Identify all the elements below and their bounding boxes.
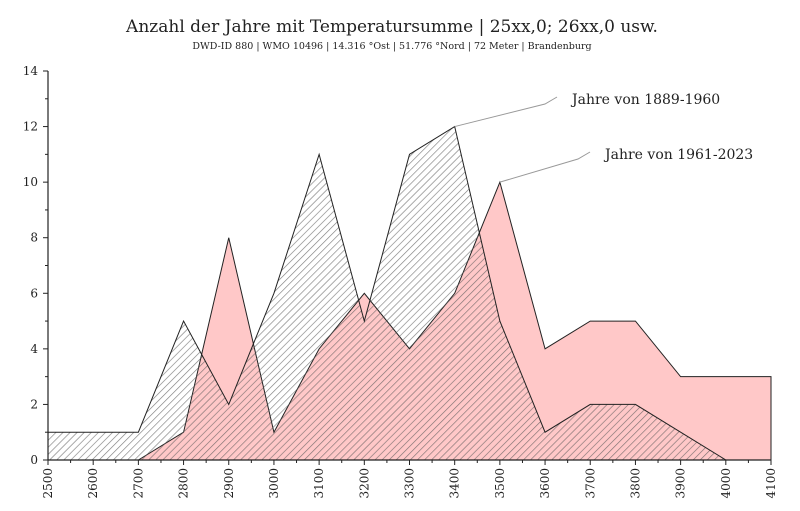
x-tick-label: 4100 [764,468,778,499]
series-area-1889-1960 [47,125,728,461]
x-tick-label: 2600 [86,468,100,499]
annotation-leader-line [454,96,558,128]
y-tick-label: 0 [30,453,38,467]
x-tick-label: 3800 [628,468,642,499]
y-tick-label: 6 [30,286,38,300]
chart-subtitle: DWD-ID 880 | WMO 10496 | 14.316 °Ost | 5… [192,41,591,52]
x-tick-label: 4000 [719,468,733,499]
y-tick-label: 2 [30,397,38,411]
x-tick-label: 3700 [583,468,597,499]
x-tick-label: 3500 [493,468,507,499]
y-tick-label: 8 [30,231,38,245]
y-tick-label: 12 [23,120,38,134]
annotation-leader-line [499,151,591,183]
x-tick-label: 3100 [312,468,326,499]
x-tick-label: 3000 [267,468,281,499]
x-tick-label: 3400 [448,468,462,499]
x-tick-label: 3600 [538,468,552,499]
chart-title: Anzahl der Jahre mit Temperatursumme | 2… [125,17,658,37]
x-tick-label: 2900 [222,468,236,499]
x-tick-label: 2500 [41,468,55,499]
series-label: Jahre von 1961-2023 [603,147,753,163]
y-tick-label: 10 [23,175,38,189]
x-tick-label: 3900 [674,468,688,499]
x-tick-label: 3200 [357,468,371,499]
x-tick-label: 2800 [177,468,191,499]
series-label: Jahre von 1889-1960 [570,92,720,108]
x-tick-label: 3300 [403,468,417,499]
y-tick-label: 14 [23,64,39,78]
x-tick-label: 2700 [131,468,145,499]
y-tick-label: 4 [30,342,38,356]
